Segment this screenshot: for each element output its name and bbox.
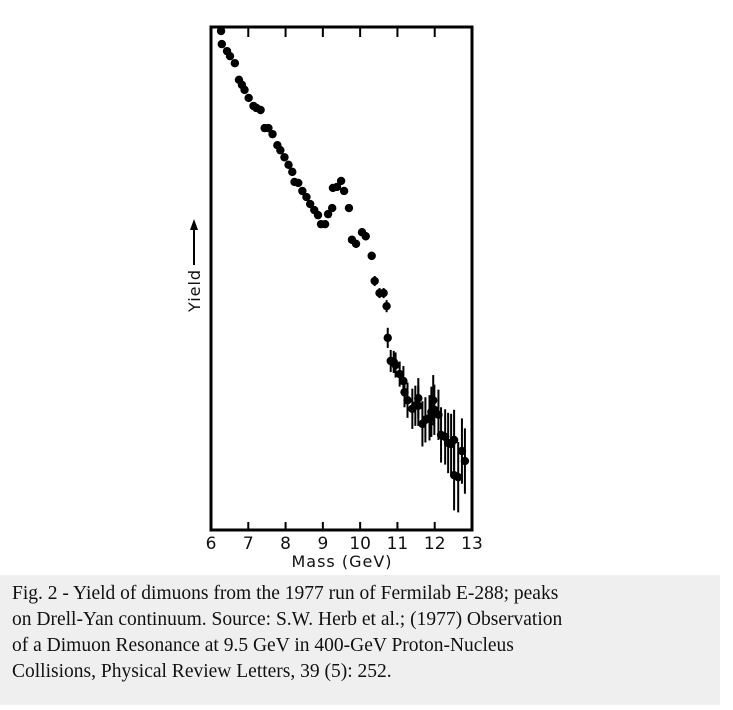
data-point <box>225 51 235 61</box>
data-point <box>339 186 349 196</box>
point-marker <box>351 239 361 248</box>
data-point <box>216 26 226 36</box>
data-points <box>216 26 470 513</box>
data-point <box>403 382 412 418</box>
data-point <box>244 93 253 103</box>
caption-line: Fig. 2 - Yield of dimuons from the 1977 … <box>12 583 559 604</box>
point-marker <box>225 51 235 61</box>
x-axis-label: Mass (GeV) <box>291 552 392 571</box>
data-point <box>414 385 423 426</box>
caption-line: Collisions, Physical Review Letters, 39 … <box>12 661 392 682</box>
data-point <box>383 327 392 348</box>
data-point <box>294 178 303 188</box>
point-marker <box>344 203 354 213</box>
point-marker <box>379 288 388 298</box>
data-point <box>240 85 249 95</box>
point-marker <box>288 167 297 177</box>
dimuon-yield-chart: 6 7 8 9 10 11 12 13 Mass (GeV) Yield <box>185 25 483 571</box>
data-point <box>230 59 240 68</box>
x-tick-label: 13 <box>461 534 483 554</box>
data-point <box>332 182 342 192</box>
point-marker <box>367 251 376 261</box>
x-ticks <box>210 27 473 530</box>
point-marker <box>280 153 289 162</box>
data-point <box>454 441 463 513</box>
point-marker <box>276 146 285 155</box>
x-tick-label: 8 <box>280 534 291 554</box>
data-point <box>217 39 227 49</box>
data-point <box>344 203 354 213</box>
plot-frame <box>209 25 474 532</box>
data-point <box>327 203 337 213</box>
point-marker <box>230 59 240 68</box>
data-point <box>351 239 361 248</box>
point-marker <box>361 232 370 241</box>
point-marker <box>244 93 253 103</box>
x-tick-label: 10 <box>349 534 371 554</box>
data-point <box>460 428 470 494</box>
data-point <box>288 167 297 177</box>
point-marker <box>454 472 463 482</box>
point-marker <box>382 301 391 311</box>
point-marker <box>313 210 323 220</box>
y-axis-label: Yield <box>185 269 204 313</box>
data-point <box>323 209 333 219</box>
point-marker <box>339 186 349 196</box>
figure-caption: Fig. 2 - Yield of dimuons from the 1977 … <box>0 575 720 705</box>
data-point <box>313 210 323 220</box>
caption-line: of a Dimuon Resonance at 9.5 GeV in 400-… <box>12 635 514 656</box>
point-marker <box>320 219 330 229</box>
data-point <box>382 300 391 313</box>
data-point <box>320 219 330 229</box>
data-point <box>429 375 438 426</box>
point-marker <box>395 369 404 379</box>
point-marker <box>216 26 226 36</box>
y-axis-arrow-icon <box>190 219 198 265</box>
data-point <box>370 275 379 287</box>
point-marker <box>268 129 277 139</box>
data-point <box>264 123 273 133</box>
point-marker <box>332 182 342 192</box>
data-point <box>280 153 289 162</box>
x-tick-label: 6 <box>206 534 217 554</box>
data-point <box>256 105 265 115</box>
point-marker <box>302 192 311 202</box>
data-point <box>284 160 293 170</box>
point-marker <box>256 105 265 115</box>
point-marker <box>327 203 337 213</box>
point-marker <box>399 376 408 386</box>
x-tick-label: 12 <box>424 534 446 554</box>
point-marker <box>460 456 470 466</box>
data-point <box>361 232 370 241</box>
x-tick-label: 9 <box>317 534 328 554</box>
point-marker <box>264 123 273 133</box>
point-marker <box>429 396 438 405</box>
data-point <box>298 186 307 196</box>
point-marker <box>336 176 346 186</box>
point-marker <box>240 85 249 95</box>
data-point <box>268 129 277 139</box>
caption-line: on Drell-Yan continuum. Source: S.W. Her… <box>12 609 563 630</box>
x-tick-labels: 6 7 8 9 10 11 12 13 <box>206 534 483 554</box>
point-marker <box>414 401 423 410</box>
point-marker <box>370 276 379 286</box>
x-tick-label: 11 <box>387 534 409 554</box>
point-marker <box>305 199 315 209</box>
point-marker <box>284 160 293 170</box>
point-marker <box>391 360 400 370</box>
point-marker <box>323 209 333 219</box>
point-marker <box>217 39 227 49</box>
data-point <box>305 199 315 209</box>
point-marker <box>298 186 307 196</box>
data-point <box>336 176 346 186</box>
data-point <box>367 251 376 261</box>
point-marker <box>383 333 392 343</box>
data-point <box>302 192 311 202</box>
point-marker <box>294 178 303 188</box>
data-point <box>276 146 285 155</box>
point-marker <box>403 396 412 405</box>
data-point <box>379 288 388 299</box>
x-tick-label: 7 <box>243 534 254 554</box>
